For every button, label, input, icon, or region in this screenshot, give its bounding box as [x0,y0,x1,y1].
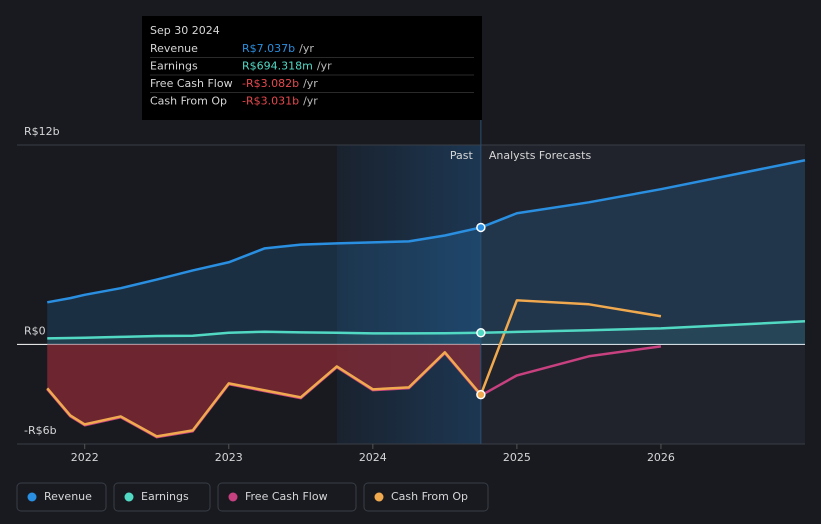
series-line [46,299,662,438]
highlight-point [476,222,486,233]
forecast-label: Analysts Forecasts [489,149,592,162]
tooltip-unit: /yr [299,42,314,55]
legend-item[interactable]: Earnings [113,482,211,512]
tooltip-label: Cash From Op [150,95,227,108]
tooltip-label: Revenue [150,42,198,55]
series-line [47,159,806,304]
legend-label[interactable]: Revenue [44,490,92,503]
legend-swatch [228,492,238,502]
legend-item[interactable]: Cash From Op [363,482,489,512]
tooltip-value-number: R$694.318m [242,60,313,73]
tooltip-value-number: R$7.037b [242,42,295,55]
series-line [47,319,806,340]
x-tick-label: 2023 [215,451,243,464]
forecast-shade [480,145,805,444]
tooltip-value: R$694.318m/yr [242,60,332,73]
y-tick-label: R$12b [24,125,60,138]
area [47,160,806,345]
tooltip-value: -R$3.082b/yr [242,77,318,90]
tooltip-value-number: -R$3.031b [242,95,299,108]
tooltip-label: Earnings [150,60,198,73]
y-tick-label: -R$6b [24,424,57,437]
legend-item[interactable]: Revenue [16,482,107,512]
legend-label[interactable]: Cash From Op [391,490,468,503]
legend-box[interactable] [217,482,357,512]
tooltip-unit: /yr [303,77,318,90]
x-tick-label: 2025 [503,451,531,464]
legend-box[interactable] [113,482,211,512]
highlight-point [476,389,486,400]
legend-swatch [374,492,384,502]
legend-label[interactable]: Earnings [141,490,189,503]
highlight-point [476,328,486,338]
tooltip-unit: /yr [317,60,332,73]
legend-swatch [27,492,37,502]
x-tick-label: 2026 [647,451,675,464]
x-tick-label: 2022 [71,451,99,464]
legend-box[interactable] [16,482,107,512]
tooltip-unit: /yr [303,95,318,108]
area [47,344,481,437]
tooltip-label: Free Cash Flow [150,77,233,90]
y-tick-label: R$0 [24,324,46,337]
past-label: Past [450,149,474,162]
area [47,321,806,345]
tooltip-title: Sep 30 2024 [150,24,220,37]
legend-swatch [124,492,134,502]
past-shade [337,145,481,444]
tooltip-value: R$7.037b/yr [242,42,314,55]
legend-box[interactable] [363,482,489,512]
legend-label[interactable]: Free Cash Flow [245,490,328,503]
tooltip-value: -R$3.031b/yr [242,95,318,108]
x-tick-label: 2024 [359,451,387,464]
tooltip [142,16,482,120]
tooltip-value-number: -R$3.082b [242,77,299,90]
legend-item[interactable]: Free Cash Flow [217,482,357,512]
